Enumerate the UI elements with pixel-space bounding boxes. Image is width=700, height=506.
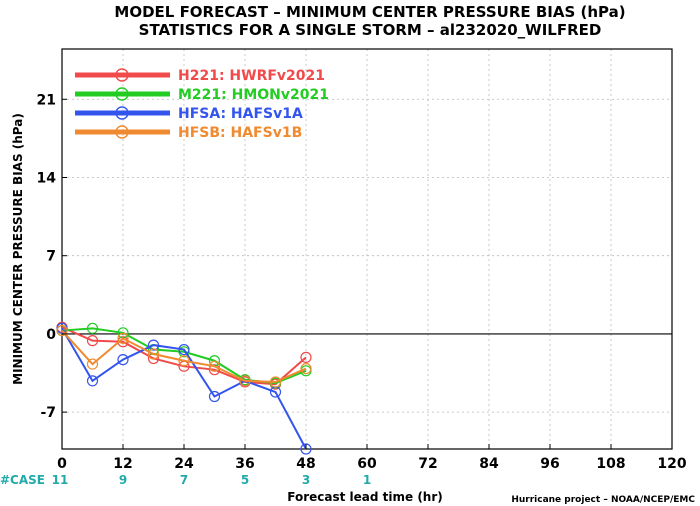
legend-label: HFSB: HAFSv1B: [178, 125, 302, 141]
data-point: [86, 335, 99, 347]
data-point: [208, 360, 221, 372]
legend: H221: HWRFv2021 M221: HMONv2021 HFSA: HAFS…: [75, 68, 329, 141]
legend-marker: [115, 68, 129, 82]
data-point: [300, 362, 312, 375]
series-layer: [56, 321, 312, 455]
legend-marker: [115, 106, 129, 120]
x-tick-label: 72: [418, 456, 437, 472]
data-point: [269, 376, 282, 388]
case-count: 1: [363, 473, 371, 487]
legend-entry: HFSB: HAFSv1B: [75, 125, 302, 141]
series-2: [56, 322, 312, 455]
x-tick-label: 0: [57, 456, 67, 472]
y-tick-label: 14: [37, 170, 57, 186]
data-point: [117, 354, 129, 366]
data-point: [178, 343, 190, 356]
case-count-row: #CASE 11 9 7 5 3 1: [0, 473, 371, 487]
series-3: [56, 324, 312, 388]
data-point: [56, 324, 68, 337]
series-line: [61, 329, 307, 383]
y-tick-label: -7: [40, 405, 56, 421]
case-count: 5: [241, 473, 249, 487]
data-point: [300, 351, 312, 363]
legend-marker: [115, 125, 129, 139]
data-point: [147, 339, 160, 351]
x-tick-label: 60: [357, 456, 377, 472]
data-point: [178, 355, 190, 367]
x-tick-label: 24: [174, 456, 194, 472]
data-point: [147, 348, 160, 360]
data-point: [86, 375, 99, 387]
series-line: [61, 327, 307, 450]
x-tick-label: 108: [596, 456, 625, 472]
x-tick-label: 84: [479, 456, 499, 472]
y-tick-label: 0: [46, 327, 56, 343]
x-tick-label: 96: [540, 456, 559, 472]
case-label: #CASE: [0, 473, 45, 487]
case-count: 3: [302, 473, 310, 487]
y-tick-label: 21: [37, 92, 56, 108]
x-tick-label: 48: [296, 456, 315, 472]
legend-entry: H221: HWRFv2021: [75, 68, 325, 84]
credit-text: Hurricane project – NOAA/NCEP/EMC: [511, 495, 695, 505]
data-point: [86, 358, 99, 370]
grid-lines: [61, 49, 673, 449]
data-point: [208, 390, 221, 403]
chart-subtitle: STATISTICS FOR A SINGLE STORM – al232020…: [139, 21, 602, 39]
data-point: [117, 332, 129, 344]
legend-label: H221: HWRFv2021: [178, 68, 325, 84]
chart-title: MODEL FORECAST – MINIMUM CENTER PRESSURE…: [114, 3, 625, 21]
x-tick-label: 12: [113, 456, 132, 472]
data-point: [86, 322, 99, 334]
y-axis-label: MINIMUM CENTER PRESSURE BIAS (hPa): [11, 113, 25, 385]
legend-marker: [115, 87, 129, 101]
data-point: [239, 375, 251, 387]
case-count: 9: [119, 473, 127, 487]
case-count: 11: [52, 473, 69, 487]
legend-entry: HFSA: HAFSv1A: [75, 106, 303, 122]
case-count: 7: [180, 473, 188, 487]
x-tick-label: 120: [657, 456, 686, 472]
x-tick-label: 36: [235, 456, 254, 472]
x-axis-label: Forecast lead time (hr): [287, 490, 443, 504]
y-tick-label: 7: [46, 249, 56, 265]
legend-entry: M221: HMONv2021: [75, 87, 329, 103]
legend-label: M221: HMONv2021: [178, 87, 329, 103]
legend-label: HFSA: HAFSv1A: [178, 106, 303, 122]
axis-ticks: 0 12 24 36 48 60 72 84 96 108 120 -7 0 7 14 21: [37, 92, 687, 472]
